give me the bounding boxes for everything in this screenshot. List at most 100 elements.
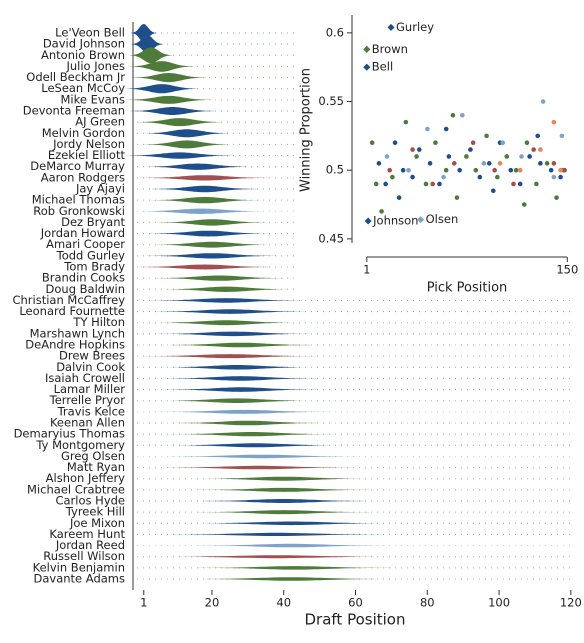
x-tick-label: 100 bbox=[488, 596, 510, 610]
y-tick-label: Christian McCaffrey bbox=[12, 293, 125, 307]
y-tick-label: Dalvin Cook bbox=[56, 360, 125, 374]
violin bbox=[194, 543, 388, 548]
violin bbox=[147, 253, 277, 259]
y-tick-label: Julio Jones bbox=[65, 59, 125, 73]
y-tick-label: Kareem Hunt bbox=[49, 527, 125, 541]
violin bbox=[158, 555, 395, 559]
y-tick-label: Antonio Brown bbox=[41, 48, 125, 62]
point bbox=[433, 140, 438, 146]
y-tick-label: Ezekiel Elliott bbox=[48, 148, 126, 162]
violin bbox=[161, 286, 291, 292]
y-tick-label: Russell Wilson bbox=[43, 549, 125, 563]
x-axis-label: Draft Position bbox=[305, 611, 406, 629]
y-tick-label: Greg Olsen bbox=[61, 449, 125, 463]
point bbox=[392, 140, 398, 146]
point bbox=[416, 147, 422, 152]
y-tick-label: Todd Gurley bbox=[56, 248, 126, 262]
violin bbox=[143, 129, 230, 138]
point bbox=[457, 167, 462, 173]
point bbox=[540, 99, 546, 104]
point bbox=[430, 181, 436, 187]
point bbox=[369, 140, 375, 146]
point bbox=[446, 154, 452, 159]
annotation: Johnson bbox=[372, 214, 418, 228]
point bbox=[559, 133, 565, 139]
x-tick-label: 1 bbox=[363, 263, 370, 277]
point bbox=[481, 161, 487, 166]
violin bbox=[129, 61, 194, 72]
annotation: Brown bbox=[372, 42, 408, 56]
point bbox=[519, 154, 524, 159]
violin bbox=[136, 208, 266, 214]
y-tick-label: Odell Beckham Jr bbox=[26, 70, 125, 84]
annotation-marker bbox=[417, 216, 425, 224]
point bbox=[535, 133, 541, 139]
point bbox=[504, 154, 510, 159]
y-tick-label: DeAndre Hopkins bbox=[25, 338, 125, 352]
point bbox=[511, 181, 516, 187]
violin bbox=[170, 432, 333, 437]
point bbox=[437, 181, 442, 187]
y-tick-label: Isaiah Crowell bbox=[45, 371, 125, 385]
point bbox=[527, 154, 532, 159]
y-tick-label: 0.5 bbox=[326, 163, 344, 177]
x-tick-label: 60 bbox=[348, 596, 363, 610]
annotation: Gurley bbox=[396, 20, 434, 34]
point bbox=[423, 181, 429, 187]
y-tick-label: Jay Ajayi bbox=[75, 182, 125, 196]
violin bbox=[150, 185, 259, 193]
y-tick-label: Mike Evans bbox=[61, 92, 126, 106]
point bbox=[451, 161, 457, 166]
violin bbox=[161, 365, 313, 370]
y-tick-label: Ty Montgomery bbox=[35, 438, 125, 452]
point bbox=[534, 181, 539, 187]
annotation: Bell bbox=[372, 60, 393, 74]
y-tick-label: Keenan Allen bbox=[50, 416, 125, 430]
violin bbox=[194, 521, 388, 526]
point bbox=[410, 174, 415, 180]
point bbox=[443, 126, 449, 132]
violin bbox=[168, 532, 385, 536]
point bbox=[508, 167, 514, 173]
y-tick-label: TY Hilton bbox=[72, 315, 125, 329]
y-tick-label: Alshon Jeffery bbox=[46, 471, 126, 485]
violin bbox=[165, 342, 316, 348]
point bbox=[373, 181, 379, 187]
violin bbox=[194, 577, 388, 581]
violin bbox=[168, 443, 342, 448]
x-tick-label: 40 bbox=[276, 596, 291, 610]
annotation-marker bbox=[364, 217, 372, 225]
point bbox=[470, 140, 476, 146]
violin bbox=[197, 566, 392, 570]
y-tick-label: 0.45 bbox=[318, 231, 344, 245]
violin bbox=[129, 107, 216, 115]
x-tick-label: 120 bbox=[560, 596, 582, 610]
violin bbox=[125, 152, 234, 159]
y-tick-label: Doug Baldwin bbox=[46, 282, 125, 296]
point bbox=[497, 161, 503, 166]
y-tick-label: Kelvin Benjamin bbox=[33, 560, 125, 574]
point bbox=[443, 167, 449, 173]
violin bbox=[124, 84, 200, 94]
point bbox=[460, 112, 465, 118]
point bbox=[400, 167, 406, 173]
y-tick-label: Michael Crabtree bbox=[27, 482, 125, 496]
point bbox=[486, 161, 492, 166]
inset-background bbox=[298, 8, 584, 300]
y-tick-label: 0.55 bbox=[318, 94, 344, 108]
point bbox=[492, 167, 497, 173]
violin bbox=[158, 219, 266, 226]
annotation: Olsen bbox=[426, 212, 459, 226]
point bbox=[390, 174, 395, 180]
point bbox=[551, 161, 557, 166]
y-tick-label: Leonard Fournette bbox=[19, 304, 125, 318]
y-tick-label: DeMarco Murray bbox=[30, 159, 125, 173]
point bbox=[384, 154, 390, 159]
point bbox=[406, 167, 411, 173]
violin bbox=[161, 398, 313, 403]
x-tick-label: 20 bbox=[205, 596, 220, 610]
point bbox=[387, 167, 392, 173]
y-tick-label: Drew Brees bbox=[59, 349, 125, 363]
y-tick-label: 0.6 bbox=[326, 25, 344, 39]
violin bbox=[131, 35, 164, 54]
